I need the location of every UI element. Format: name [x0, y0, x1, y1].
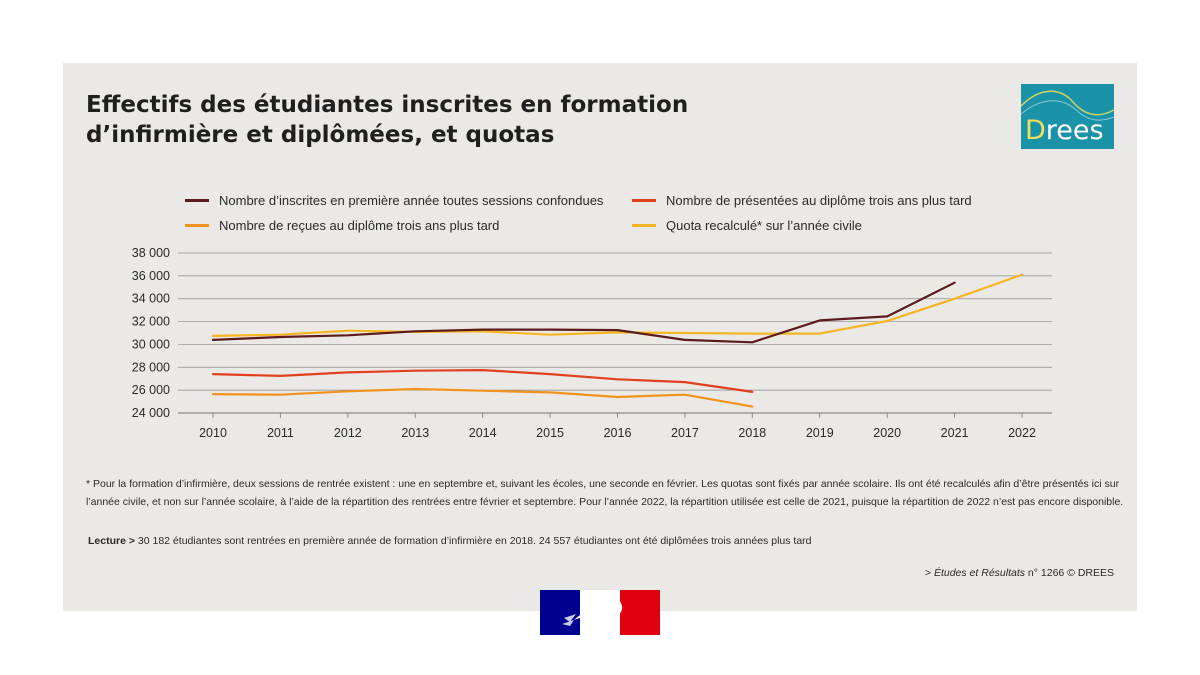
series-line-recues [211, 387, 754, 408]
x-tick-label: 2016 [604, 426, 632, 440]
y-tick-label: 28 000 [132, 360, 170, 374]
legend-label: Nombre d’inscrites en première année tou… [219, 193, 604, 208]
legend-label: Nombre de présentées au diplôme trois an… [666, 193, 972, 208]
marianne-profile-icon [574, 593, 623, 635]
series-line-presentees [211, 369, 754, 393]
y-tick-label: 26 000 [132, 383, 170, 397]
flag-red-band [620, 590, 660, 635]
chart-legend: Nombre d’inscrites en première année tou… [185, 193, 1025, 241]
chart-panel [63, 63, 1137, 611]
x-tick-label: 2019 [806, 426, 834, 440]
logo-text: Drees [1025, 116, 1104, 146]
legend-item-recues: Nombre de reçues au diplôme trois ans pl… [185, 218, 499, 233]
y-tick-label: 30 000 [132, 337, 170, 351]
source-prefix: > [924, 567, 934, 579]
x-tick-label: 2022 [1008, 426, 1036, 440]
x-tick-label: 2021 [941, 426, 969, 440]
logo-initial: D [1025, 115, 1046, 146]
source-title: Études et Résultats [933, 567, 1026, 579]
legend-item-inscrites: Nombre d’inscrites en première année tou… [185, 193, 603, 208]
series-line-inscrites [211, 281, 956, 344]
x-tick-label: 2011 [267, 426, 294, 440]
legend-item-presentees: Nombre de présentées au diplôme trois an… [632, 193, 972, 208]
x-tick-label: 2015 [536, 426, 564, 440]
flag-blue-band [540, 590, 580, 635]
drees-logo: Drees [1021, 84, 1114, 149]
marianne-hair-icon [562, 614, 576, 626]
logo-rest: rees [1045, 115, 1104, 146]
y-tick-label: 32 000 [132, 315, 170, 329]
legend-label: Nombre de reçues au diplôme trois ans pl… [219, 218, 500, 233]
source-citation: > Études et Résultats n° 1266 © DREES [925, 567, 1114, 579]
legend-item-quota: Quota recalculé* sur l’année civile [632, 218, 862, 233]
logo-wave-icon [1021, 90, 1114, 121]
y-tick-label: 38 000 [132, 246, 170, 260]
reading-note: Lecture > 30 182 étudiantes sont rentrée… [88, 535, 812, 547]
legend-label: Quota recalculé* sur l’année civile [666, 218, 862, 233]
reading-note-label: Lecture > [88, 535, 135, 547]
series-line-quota [211, 273, 1024, 337]
x-tick-label: 2020 [873, 426, 901, 440]
x-tick-label: 2013 [401, 426, 429, 440]
x-tick-label: 2018 [738, 426, 766, 440]
legend-swatch [185, 224, 209, 227]
x-tick-label: 2012 [334, 426, 362, 440]
footnote: * Pour la formation d’infirmière, deux s… [86, 478, 1124, 508]
source-suffix: n° 1266 © DREES [1025, 567, 1114, 579]
legend-swatch [632, 199, 656, 202]
title-line-2: d’infirmière et diplômées, et quotas [86, 122, 555, 148]
republique-francaise-logo [540, 590, 660, 635]
page-title: Effectifs des étudiantes inscrites en fo… [86, 90, 688, 150]
x-tick-label: 2014 [469, 426, 497, 440]
reading-note-text: 30 182 étudiantes sont rentrées en premi… [134, 535, 812, 547]
x-tick-label: 2010 [199, 426, 227, 440]
title-line-1: Effectifs des étudiantes inscrites en fo… [86, 92, 689, 118]
legend-swatch [632, 224, 656, 227]
y-tick-label: 34 000 [132, 292, 170, 306]
legend-swatch [185, 199, 209, 202]
x-tick-label: 2017 [671, 426, 699, 440]
y-tick-label: 24 000 [132, 406, 170, 420]
y-tick-label: 36 000 [132, 269, 170, 283]
